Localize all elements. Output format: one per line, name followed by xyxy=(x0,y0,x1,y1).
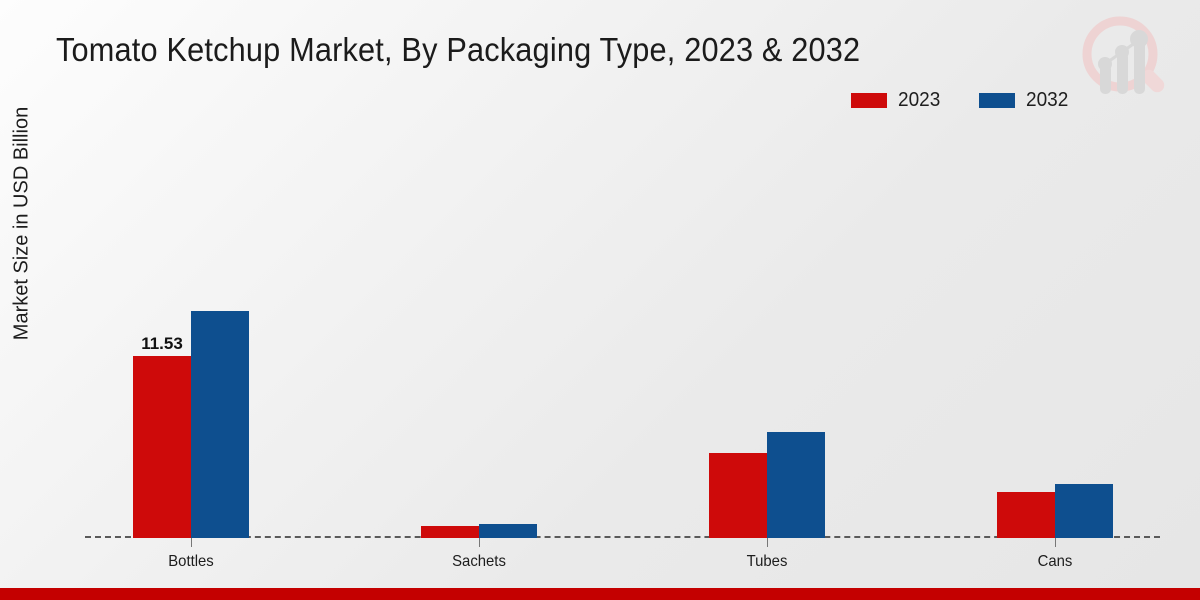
legend-item-2023[interactable]: 2023 xyxy=(851,90,943,110)
bar-2023-sachets[interactable] xyxy=(421,526,479,538)
plot-area: 11.53 Bottles Sachets Tubes xyxy=(85,140,1160,570)
watermark-logo-icon xyxy=(1082,16,1165,94)
footer-accent-bar xyxy=(0,588,1200,600)
category-label-cans: Cans xyxy=(1037,553,1073,570)
legend-swatch-2032 xyxy=(978,92,1015,108)
category-label-bottles: Bottles xyxy=(168,553,214,570)
bar-value-2023-bottles: 11.53 xyxy=(141,334,183,353)
legend-label-2032: 2032 xyxy=(1025,89,1068,111)
bar-2032-tubes[interactable] xyxy=(767,432,825,538)
bar-2023-cans[interactable] xyxy=(997,492,1055,538)
axis-tick-sachets xyxy=(479,538,480,547)
category-label-tubes: Tubes xyxy=(746,553,788,570)
bar-pair xyxy=(421,140,537,538)
bar-2032-sachets[interactable] xyxy=(479,524,537,538)
axis-tick-tubes xyxy=(767,538,768,547)
axis-tick-cans xyxy=(1055,538,1056,547)
chart-title: Tomato Ketchup Market, By Packaging Type… xyxy=(56,31,861,68)
bar-pair xyxy=(709,140,825,538)
bar-pair xyxy=(997,140,1113,538)
bar-2023-tubes[interactable] xyxy=(709,453,767,538)
legend-label-2023: 2023 xyxy=(898,89,941,111)
bar-pair xyxy=(133,140,249,538)
bar-2023-bottles[interactable] xyxy=(133,356,191,538)
axis-tick-bottles xyxy=(191,538,192,547)
bar-2032-bottles[interactable] xyxy=(191,311,249,538)
bar-2032-cans[interactable] xyxy=(1055,484,1113,538)
category-label-sachets: Sachets xyxy=(452,553,506,570)
legend-item-2032[interactable]: 2032 xyxy=(978,89,1071,111)
y-axis-title: Market Size in USD Billion xyxy=(10,106,33,341)
axis-baseline xyxy=(85,536,1160,538)
chart-legend: 2023 2032 xyxy=(851,90,1070,110)
legend-swatch-2023 xyxy=(851,92,887,108)
